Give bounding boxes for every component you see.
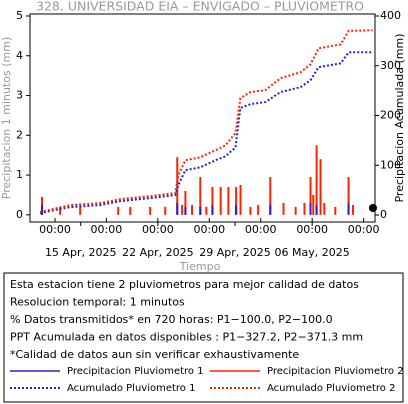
cumulative-line bbox=[39, 51, 373, 214]
bar bbox=[205, 206, 208, 215]
bar bbox=[129, 206, 132, 215]
legend-label: Acumulado Pluviometro 2 bbox=[267, 383, 395, 394]
bar bbox=[239, 185, 242, 215]
x-tick-label: 00:00 bbox=[193, 223, 225, 236]
x-axis-label: Tiempo bbox=[179, 260, 221, 273]
x-major-tick-label: 29 Apr, 2025 bbox=[199, 246, 271, 259]
plot-frame bbox=[29, 13, 376, 223]
bar bbox=[117, 206, 120, 215]
bar bbox=[199, 206, 202, 215]
y2-tick-label: 400 bbox=[380, 9, 401, 22]
bar bbox=[211, 204, 214, 215]
x-tick-label: 00:00 bbox=[91, 223, 123, 236]
bar bbox=[312, 194, 315, 215]
bar bbox=[79, 206, 82, 215]
y2-tick-label: 300 bbox=[380, 59, 401, 72]
y-tick-label: 1 bbox=[16, 168, 23, 181]
x-major-tick-label: 15 Apr, 2025 bbox=[45, 246, 117, 259]
bar bbox=[235, 187, 238, 215]
bar bbox=[249, 206, 252, 215]
chart-title: 328. UNIVERSIDAD EIA – ENVIGADO – PLUVIO… bbox=[36, 0, 364, 14]
y-axis-label: Precipitacion 1 minutos (mm) bbox=[0, 37, 13, 199]
bar bbox=[257, 204, 260, 215]
legend-label: Acumulado Pluviometro 1 bbox=[67, 383, 195, 394]
bar bbox=[347, 202, 350, 215]
notes-box bbox=[3, 272, 404, 403]
bar bbox=[184, 206, 187, 215]
y2-tick-label: 0 bbox=[380, 208, 387, 221]
note-line: PPT Acumulada en datos disponibles : P1−… bbox=[10, 331, 363, 344]
x-tick-label: 00:00 bbox=[296, 223, 328, 236]
x-tick-label: 00:00 bbox=[142, 223, 174, 236]
note-line: Esta estacion tiene 2 pluviometros para … bbox=[10, 278, 359, 291]
bar bbox=[294, 206, 297, 215]
bar bbox=[303, 202, 306, 215]
bar bbox=[351, 204, 354, 215]
bar bbox=[282, 202, 285, 215]
bar bbox=[309, 202, 312, 215]
cumulative-line bbox=[39, 29, 373, 213]
bar bbox=[149, 206, 152, 215]
bar bbox=[319, 159, 322, 215]
bar bbox=[164, 206, 167, 215]
bar bbox=[59, 206, 62, 215]
bar bbox=[334, 206, 337, 215]
y-tick-label: 4 bbox=[16, 49, 23, 62]
bar bbox=[347, 177, 350, 215]
bar bbox=[269, 204, 272, 215]
bar bbox=[219, 187, 222, 215]
legend-label: Precipitacion Pluviometro 1 bbox=[67, 366, 204, 377]
note-line: *Calidad de datos aun sin verificar exha… bbox=[10, 348, 299, 361]
bar bbox=[181, 204, 184, 215]
bar bbox=[211, 187, 214, 215]
bar bbox=[176, 202, 179, 215]
bar bbox=[191, 204, 194, 215]
x-major-tick-label: 06 May, 2025 bbox=[275, 246, 350, 259]
bar bbox=[184, 190, 187, 215]
y-tick-label: 2 bbox=[16, 128, 23, 141]
x-major-tick-label: 22 Apr, 2025 bbox=[122, 246, 194, 259]
y-tick-label: 0 bbox=[16, 208, 23, 221]
bar bbox=[315, 204, 318, 215]
bar bbox=[199, 177, 202, 215]
note-line: Resolucion temporal: 1 minutos bbox=[10, 296, 185, 309]
y-tick-label: 5 bbox=[16, 9, 23, 22]
bar bbox=[309, 177, 312, 215]
x-tick-label: 00:00 bbox=[348, 223, 380, 236]
bar bbox=[235, 204, 238, 215]
note-line: % Datos transmitidos* en 720 horas: P1−1… bbox=[10, 313, 333, 326]
bar bbox=[315, 145, 318, 215]
bar bbox=[269, 177, 272, 215]
bar bbox=[323, 202, 326, 215]
y2-tick-label: 200 bbox=[380, 109, 401, 122]
legend-label: Precipitacion Pluviometro 2 bbox=[267, 366, 404, 377]
y2-tick-label: 100 bbox=[380, 158, 401, 171]
bar bbox=[41, 204, 44, 215]
bar bbox=[227, 187, 230, 215]
x-tick-label: 00:00 bbox=[245, 223, 277, 236]
y2-axis-label: Precipitacion Acumulada (mm) bbox=[393, 33, 406, 202]
x-tick-label: 00:00 bbox=[39, 223, 71, 236]
y-tick-label: 3 bbox=[16, 89, 23, 102]
marker bbox=[369, 204, 377, 212]
